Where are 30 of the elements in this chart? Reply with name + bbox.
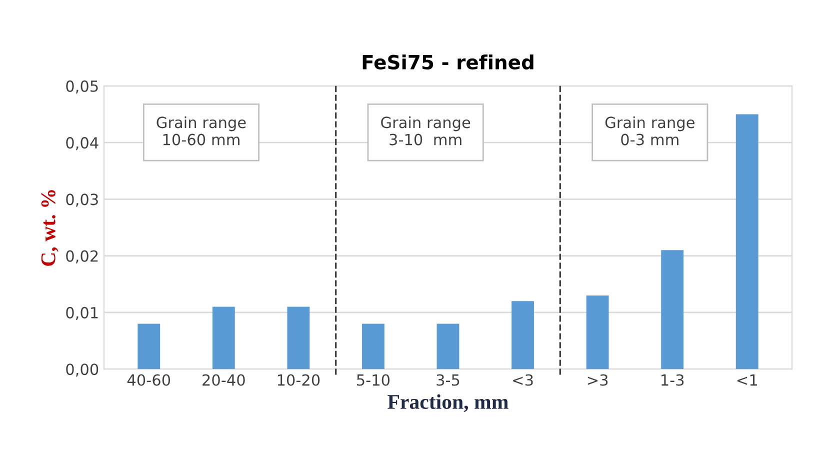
bar (138, 324, 160, 370)
y-tick-label: 0,00 (66, 364, 98, 377)
y-tick-label: 0,04 (66, 137, 98, 150)
x-tick-label: 40-60 (127, 374, 170, 386)
y-tick-label: 0,03 (66, 194, 98, 207)
x-tick-label: 10-20 (278, 374, 320, 386)
annotation: Grain range 0-3 mm (605, 116, 694, 146)
y-tick-label: 0,02 (66, 250, 98, 264)
annotation: Grain range 3-10 mm (381, 116, 470, 146)
x-tick-label: 20-40 (202, 374, 245, 386)
bar (287, 306, 310, 370)
x-tick-label: <3 (513, 374, 533, 386)
x-tick-label: 1-3 (662, 374, 684, 386)
bar (736, 114, 758, 370)
annotation: Grain range 10-60 mm (156, 116, 246, 146)
bar (436, 324, 460, 370)
x-tick-label: <1 (737, 374, 757, 386)
x-tick-label: 3-5 (436, 374, 460, 386)
x-axis-title: Fraction, mm (388, 394, 508, 412)
chart-title: FeSi75 - refined (362, 54, 534, 70)
bar (512, 301, 534, 370)
x-tick-label: 5-10 (357, 374, 390, 386)
y-tick-label: 0,01 (66, 306, 98, 320)
y-axis-title: C, wt. % (41, 190, 58, 266)
bar (212, 306, 235, 370)
bar (661, 250, 684, 370)
y-tick-label: 0,05 (66, 80, 98, 94)
x-tick-label: >3 (588, 374, 608, 386)
bar (586, 295, 609, 370)
bar (362, 324, 384, 370)
